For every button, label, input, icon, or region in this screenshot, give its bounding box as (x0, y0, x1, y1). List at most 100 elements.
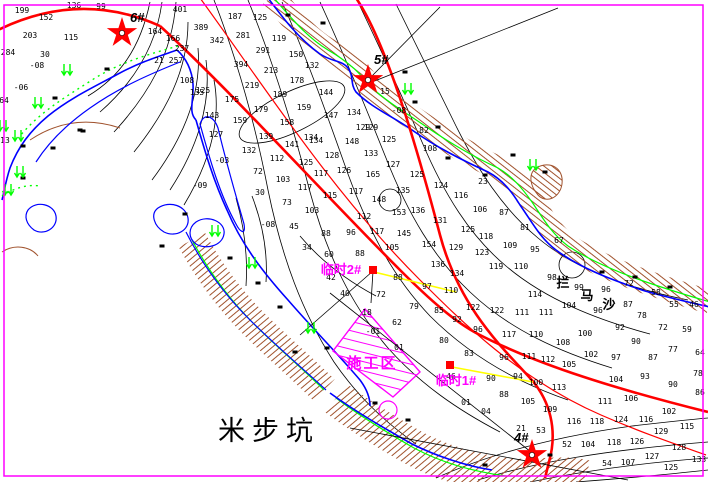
sounding-value: 117 (370, 227, 385, 236)
sounding-value: 110 (514, 262, 529, 271)
sounding-value: 115 (64, 33, 79, 42)
sandbar-label-char: 拦 (556, 275, 569, 290)
survey-mark (255, 281, 261, 285)
sounding-value: 116 (454, 191, 469, 200)
depth-contour-lines (87, 0, 708, 482)
sounding-value: 401 (173, 5, 188, 14)
sounding-value: 112 (541, 355, 556, 364)
sounding-value: 21 (516, 424, 526, 433)
sounding-value: 58 (651, 288, 661, 297)
sounding-value: 159 (233, 116, 248, 125)
survey-mark (632, 275, 638, 279)
sounding-value: 124 (434, 181, 449, 190)
vegetation-icon (13, 166, 27, 179)
sounding-value: 105 (521, 397, 536, 406)
sounding-value: 125 (461, 225, 476, 234)
vegetation-icon (208, 225, 222, 238)
survey-mark (599, 270, 605, 274)
sounding-value: 108 (180, 76, 195, 85)
sounding-value: 394 (234, 60, 249, 69)
survey-mark (277, 305, 283, 309)
sounding-value: 87 (648, 353, 658, 362)
sounding-value: 99 (96, 2, 106, 11)
vegetation-icon (60, 64, 74, 77)
sounding-value: 104 (562, 301, 577, 310)
survey-mark (20, 144, 26, 148)
sounding-value: 134 (304, 133, 319, 142)
leader-line (370, 270, 374, 304)
sounding-value: 90 (486, 374, 496, 383)
place-label-mibukeng: 米步坑 (218, 416, 320, 446)
sounding-value: 34 (302, 243, 312, 252)
sounding-value: 78 (637, 311, 647, 320)
vegetation-icon (526, 159, 540, 172)
sounding-value: 88 (499, 390, 509, 399)
sounding-value: 116 (639, 415, 654, 424)
sandbar-label-char: 马 (580, 288, 593, 303)
vegetation-icon (401, 83, 415, 96)
sounding-value: 166 (166, 34, 181, 43)
sounding-value: 105 (562, 360, 577, 369)
sounding-value: 342 (210, 36, 225, 45)
sounding-value: 60 (324, 250, 334, 259)
sounding-value: 93 (640, 372, 650, 381)
survey-mark (482, 463, 488, 467)
sounding-value: 136 (431, 260, 446, 269)
sounding-value: 23 (478, 177, 488, 186)
leader-line (371, 7, 559, 83)
sounding-value: 203 (23, 31, 38, 40)
channel-centerline (200, 0, 707, 456)
sounding-value: 55 (669, 300, 679, 309)
sounding-value: 125 (196, 86, 211, 95)
shorelines (1, 0, 708, 471)
sounding-value: 118 (607, 438, 622, 447)
sounding-value: 46 (446, 372, 456, 381)
sounding-value: 189 (273, 90, 288, 99)
sounding-value: 175 (225, 95, 240, 104)
sounding-value: 01 (394, 343, 404, 352)
sounding-value: 112 (270, 154, 285, 163)
sounding-value: 96 (473, 325, 483, 334)
sounding-value: 125 (299, 158, 314, 167)
sounding-value: 128 (325, 151, 340, 160)
survey-mark (80, 129, 86, 133)
sounding-value: 80 (439, 336, 449, 345)
sounding-value: 125 (410, 170, 425, 179)
sounding-value: 178 (290, 76, 305, 85)
sounding-value: 102 (584, 350, 599, 359)
sounding-value: 187 (228, 12, 243, 21)
sounding-value: 04 (481, 407, 491, 416)
sandbar-label-char: 沙 (602, 297, 615, 312)
station-center-dot (529, 452, 535, 458)
station-stars: 6# 5# 4# (106, 10, 548, 468)
survey-marks (20, 13, 673, 467)
sounding-value: 67 (554, 236, 564, 245)
survey-mark (324, 346, 330, 350)
sounding-value: 85 (434, 306, 444, 315)
temp-point-marker (369, 266, 377, 274)
survey-mark (159, 244, 165, 248)
temp-point-marker (446, 361, 454, 369)
survey-mark (510, 153, 516, 157)
sounding-value: 105 (385, 243, 400, 252)
sounding-value: 53 (536, 426, 546, 435)
sounding-value: 72 (658, 323, 668, 332)
sounding-value: 96 (593, 306, 603, 315)
sounding-value: 128 (672, 443, 687, 452)
sounding-value: -03 (215, 156, 230, 165)
sounding-value: 118 (479, 232, 494, 241)
vegetation-icon (31, 97, 45, 110)
sounding-value: 73 (282, 198, 292, 207)
leader-line (368, 6, 441, 80)
sounding-value: 62 (392, 318, 402, 327)
sounding-value: 126 (630, 437, 645, 446)
sounding-value: 127 (209, 130, 224, 139)
yellow-connect-line (451, 366, 534, 383)
survey-mark (435, 125, 441, 129)
map-border (3, 4, 704, 477)
survey-mark (412, 100, 418, 104)
sounding-value: 154 (422, 240, 437, 249)
survey-mark (50, 146, 56, 150)
sounding-value: 78 (693, 369, 703, 378)
